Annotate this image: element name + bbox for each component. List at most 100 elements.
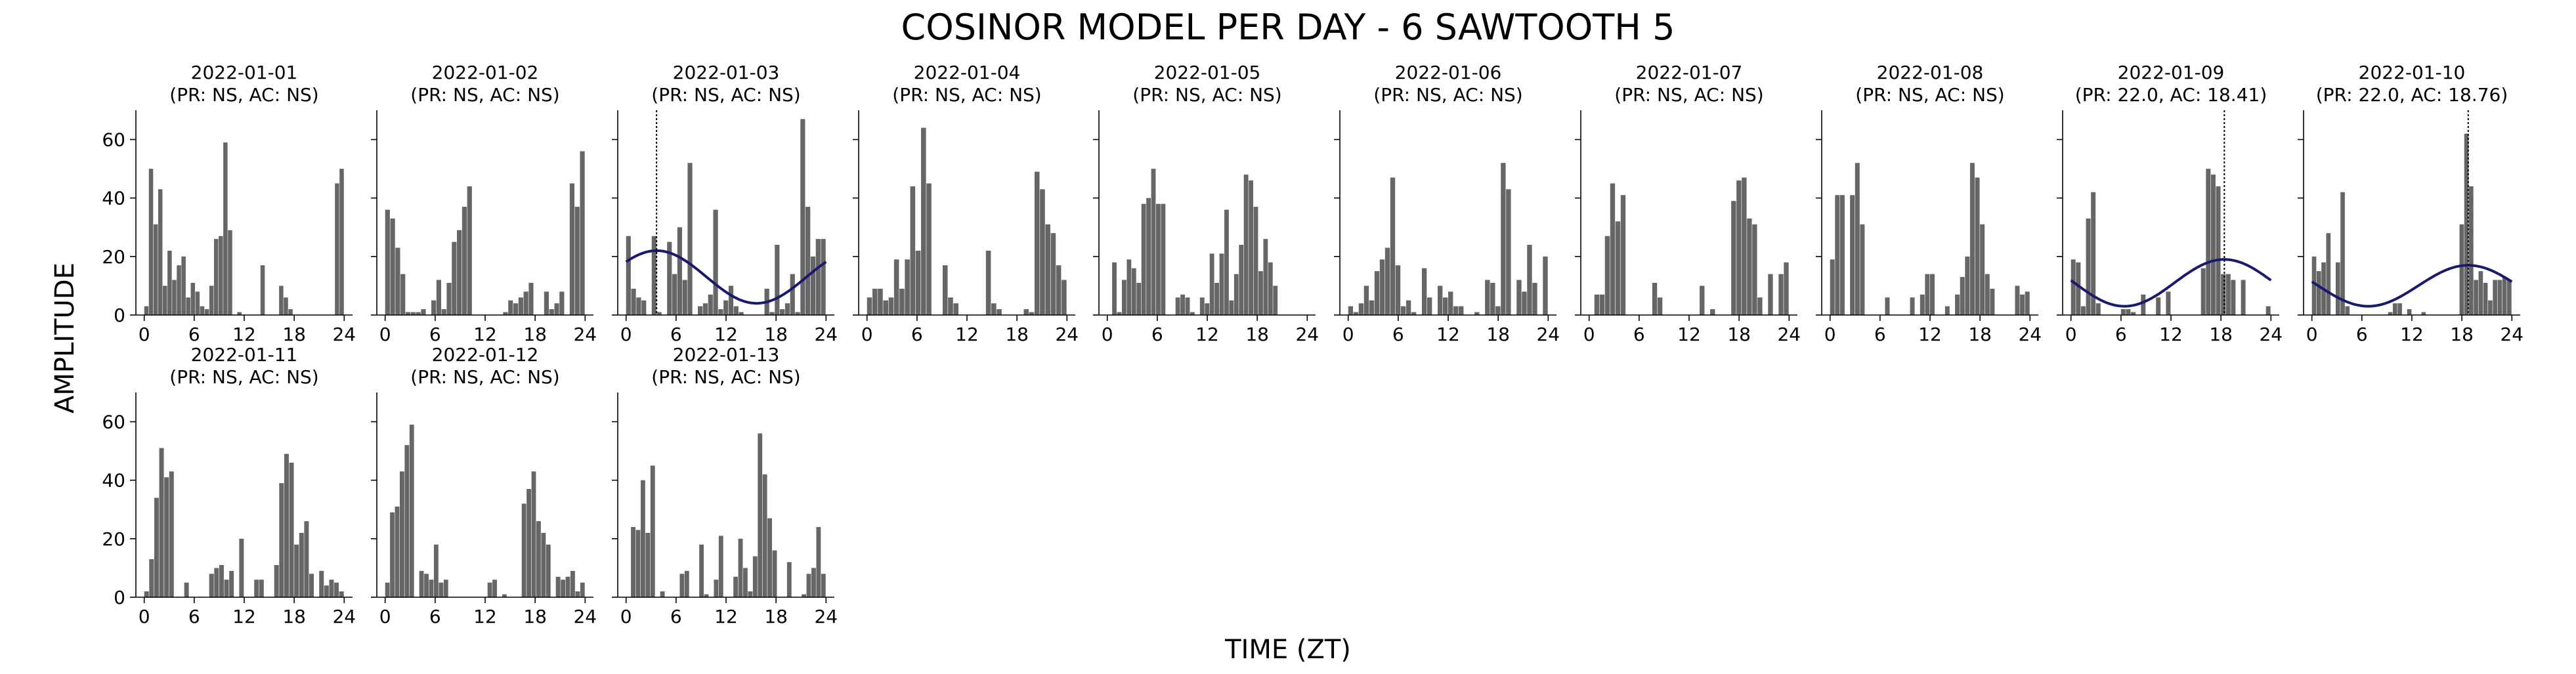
- bar: [153, 224, 158, 315]
- bar: [436, 280, 441, 315]
- bar: [985, 250, 991, 315]
- y-tick-label: 60: [102, 129, 125, 151]
- panel-title: 2022-01-06: [1395, 62, 1502, 83]
- bar: [554, 303, 559, 315]
- x-tick-label: 18: [764, 606, 788, 627]
- panel-subtitle: (PR: NS, AC: NS): [410, 84, 559, 106]
- bar: [549, 309, 554, 315]
- panel-title: 2022-01-08: [1877, 62, 1984, 83]
- bar: [419, 570, 424, 597]
- bar: [1885, 297, 1890, 315]
- bar: [335, 183, 339, 315]
- bar: [1249, 180, 1253, 315]
- bar: [635, 530, 641, 597]
- x-tick-label: 18: [523, 324, 547, 345]
- bar: [1594, 294, 1600, 315]
- x-tick-label: 0: [2306, 324, 2318, 345]
- panel-title: 2022-01-09: [2118, 62, 2225, 83]
- x-tick-label: 0: [2065, 324, 2077, 345]
- y-tick-label: 60: [102, 411, 125, 433]
- bar: [409, 425, 414, 597]
- bar: [2265, 306, 2271, 315]
- bar: [195, 291, 200, 315]
- bar: [915, 250, 921, 315]
- bar-series: [631, 433, 826, 597]
- x-tick-label: 6: [2115, 324, 2127, 345]
- bar: [1112, 262, 1117, 315]
- bar: [279, 483, 284, 597]
- bar: [223, 142, 228, 315]
- x-tick-label: 12: [473, 324, 497, 345]
- bar: [698, 306, 703, 315]
- bar: [878, 288, 883, 315]
- panel-2022-01-12: 2022-01-12(PR: NS, AC: NS) 0 6 12 18 24: [371, 344, 597, 627]
- panel-2022-01-08: 2022-01-08(PR: NS, AC: NS) 0 6 12 18 24: [1816, 62, 2042, 345]
- bar: [575, 591, 580, 597]
- bar: [780, 309, 785, 315]
- panel-title: 2022-01-13: [673, 344, 780, 366]
- bar: [1353, 312, 1359, 315]
- panel-title: 2022-01-03: [673, 62, 780, 83]
- bar: [503, 312, 508, 315]
- bar: [1131, 268, 1136, 315]
- bar: [1136, 282, 1142, 315]
- bar: [739, 312, 744, 315]
- x-tick-label: 12: [2159, 324, 2183, 345]
- bar: [544, 291, 549, 315]
- bar: [899, 288, 905, 315]
- x-tick-label: 0: [139, 606, 150, 627]
- bar: [1784, 262, 1789, 315]
- bar: [679, 574, 685, 597]
- bar: [2241, 280, 2246, 315]
- bar: [1778, 274, 1784, 315]
- bar: [640, 480, 645, 597]
- bar: [1652, 282, 1658, 315]
- panel-title: 2022-01-11: [191, 344, 298, 366]
- x-tick-label: 0: [379, 606, 391, 627]
- x-tick-label: 24: [1777, 324, 1801, 345]
- bar: [169, 471, 174, 597]
- bar: [555, 576, 561, 597]
- bar: [2474, 280, 2478, 315]
- bar: [284, 297, 288, 315]
- bar: [1944, 306, 1950, 315]
- bar: [1516, 280, 1522, 315]
- bar: [546, 544, 551, 597]
- bar: [1955, 294, 1960, 315]
- bar: [708, 294, 713, 315]
- panel-subtitle: (PR: NS, AC: NS): [169, 84, 318, 106]
- bar: [714, 579, 719, 597]
- bar: [2326, 233, 2331, 315]
- bar: [1190, 312, 1195, 315]
- bar: [728, 285, 734, 315]
- bar: [172, 280, 177, 315]
- bar: [815, 239, 821, 315]
- x-tick-label: 12: [232, 324, 256, 345]
- bar: [682, 280, 687, 315]
- bar: [304, 521, 309, 597]
- bar: [772, 550, 777, 597]
- bar-series: [1348, 163, 1548, 315]
- bar: [395, 506, 400, 597]
- bar: [213, 239, 219, 315]
- bar: [1736, 180, 1742, 315]
- bar: [561, 579, 565, 597]
- bar: [1214, 282, 1219, 315]
- bar: [667, 242, 672, 315]
- bar: [1263, 239, 1268, 315]
- bar: [677, 227, 682, 315]
- panel-2022-01-10: 2022-01-10(PR: 22.0, AC: 18.76) 0 6 12 18 24: [2298, 62, 2523, 345]
- x-tick-label: 18: [2450, 324, 2474, 345]
- panel-subtitle: (PR: NS, AC: NS): [410, 366, 559, 388]
- bar: [385, 582, 390, 597]
- bar: [309, 574, 314, 597]
- panel-subtitle: (PR: 22.0, AC: 18.41): [2075, 84, 2267, 106]
- x-tick-label: 18: [1486, 324, 1510, 345]
- bar: [2206, 169, 2211, 315]
- panel-subtitle: (PR: NS, AC: NS): [1855, 84, 2004, 106]
- bar: [767, 518, 772, 597]
- bar: [1155, 203, 1161, 315]
- bar: [2231, 280, 2236, 315]
- bar: [1599, 294, 1605, 315]
- bar: [429, 579, 434, 597]
